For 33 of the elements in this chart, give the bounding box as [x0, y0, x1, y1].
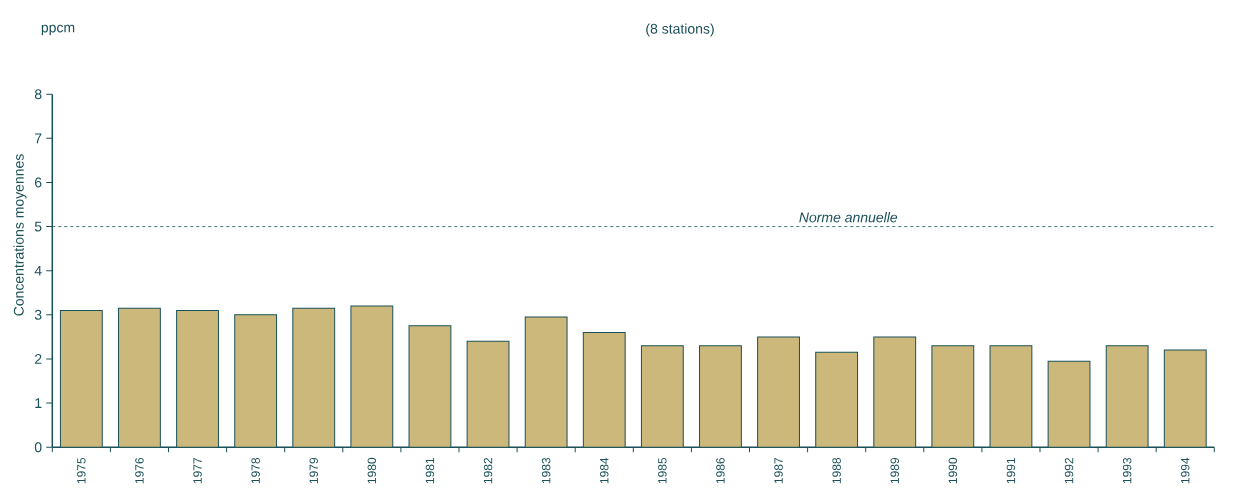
x-tick-label: 1991: [1006, 457, 1016, 484]
y-tick-label: 5: [34, 221, 42, 232]
x-tick-label: 1977: [193, 457, 202, 484]
y-tick-label: 6: [35, 177, 42, 188]
x-tick-label: 1988: [832, 457, 841, 484]
x-tick-label: 1990: [948, 457, 958, 484]
x-tick-label: 1982: [483, 457, 493, 484]
x-tick-label: 1976: [135, 457, 144, 484]
x-tick-label: 1983: [541, 457, 551, 484]
x-tick-label: 1987: [774, 457, 783, 484]
chart-title: (8 stations): [646, 23, 714, 37]
x-tick-label: 1994: [1181, 457, 1190, 484]
x-tick-label: 1979: [309, 457, 318, 484]
y-tick-label: 8: [34, 89, 42, 100]
x-tick-label: 1978: [251, 457, 260, 484]
x-tick-label: 1980: [367, 457, 377, 484]
y-tick-label: 7: [35, 133, 42, 144]
x-tick-label: 1989: [890, 457, 899, 484]
x-tick-label: 1985: [658, 457, 667, 484]
y-axis-title: Concentrations moyennes: [13, 154, 27, 316]
y-tick-label: 2: [35, 354, 42, 364]
x-tick-label: 1975: [77, 457, 86, 484]
y-tick-label: 1: [35, 398, 42, 408]
x-tick-label: 1984: [600, 457, 609, 484]
x-tick-label: 1992: [1064, 457, 1074, 484]
y-tick-label: 0: [34, 442, 42, 453]
x-tick-label: 1981: [425, 457, 435, 484]
text: ppcm: [41, 24, 75, 36]
y-tick-label: 3: [34, 309, 42, 320]
y-tick-label: 4: [34, 265, 42, 276]
x-tick-label: 1986: [716, 457, 725, 484]
x-tick-label: 1993: [1122, 457, 1132, 484]
ref-line-label: Norme annuelle: [799, 212, 898, 223]
